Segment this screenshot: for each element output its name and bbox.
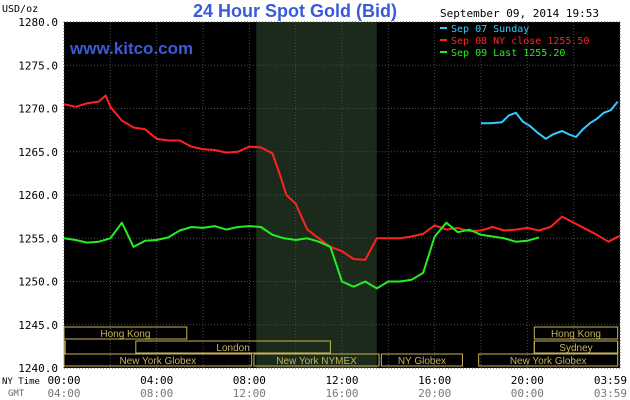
session-label: Hong Kong (551, 329, 601, 340)
y-tick-label: 1250.0 (18, 276, 58, 289)
session-label: New York NYMEX (276, 356, 357, 367)
x-tick-label-ny: 08:00 (233, 374, 266, 387)
y-tick-label: 1265.0 (18, 146, 58, 159)
session-label: Hong Kong (100, 329, 150, 340)
legend-entry: Sep 08 NY close 1255.50 (451, 36, 589, 47)
session-bar (533, 340, 619, 354)
x-axis: 00:0004:0004:0008:0008:0012:0012:0016:00… (47, 374, 627, 400)
price-series (63, 94, 621, 290)
session-label: Sydney (559, 343, 592, 354)
session-bar (380, 353, 463, 367)
y-tick-label: 1260.0 (18, 189, 58, 202)
x-tick-label-ny: 00:00 (47, 374, 80, 387)
chart-title: 24 Hour Spot Gold (Bid) (193, 1, 397, 21)
y-tick-label: 1275.0 (18, 59, 58, 72)
legend-entry: Sep 09 Last 1255.20 (451, 48, 565, 59)
session-label: London (216, 343, 249, 354)
session-label: NY Globex (398, 356, 446, 367)
session-bar (533, 326, 619, 340)
series-line (481, 100, 619, 140)
market-sessions: Hong Kong Hong Kong London Sydney New York G… (63, 326, 619, 367)
timestamp: September 09, 2014 19:53 (440, 7, 599, 20)
x-tick-label-ny: 20:00 (511, 374, 544, 387)
x-tick-label-gmt: 03:59 (594, 387, 627, 400)
x-tick-label-ny: 03:59 (594, 374, 627, 387)
legend-entry: Sep 07 Sunday (451, 24, 529, 35)
y-axis: 1280.0 1275.0 1270.0 1265.0 1260.0 1255.0 1250… (18, 16, 58, 375)
x-tick-label-ny: 04:00 (140, 374, 173, 387)
x-tick-label-gmt: 20:00 (418, 387, 451, 400)
y-tick-label: 1270.0 (18, 103, 58, 116)
session-bar (63, 353, 253, 367)
y-axis-unit-label: USD/oz (2, 4, 38, 15)
y-tick-label: 1245.0 (18, 319, 58, 332)
x-tick-label-gmt: 04:00 (47, 387, 80, 400)
session-bar (135, 340, 331, 354)
session-bar (253, 353, 380, 367)
session-bar (478, 353, 619, 367)
x-tick-label-ny: 16:00 (418, 374, 451, 387)
x-tick-label-gmt: 08:00 (140, 387, 173, 400)
y-tick-label: 1280.0 (18, 16, 58, 29)
x-tick-label-gmt: 00:00 (511, 387, 544, 400)
x-row1-label: NY Time (2, 377, 40, 387)
y-tick-label: 1255.0 (18, 232, 58, 245)
source-watermark: www.kitco.com (69, 39, 193, 58)
x-tick-label-ny: 12:00 (325, 374, 358, 387)
x-row2-label: GMT (8, 389, 25, 399)
y-tick-label: 1240.0 (18, 362, 58, 375)
session-bar (63, 326, 188, 340)
grid-lines (63, 21, 621, 369)
session-label: New York Globex (119, 356, 196, 367)
x-tick-label-gmt: 12:00 (233, 387, 266, 400)
session-bar (63, 340, 66, 354)
x-tick-label-gmt: 16:00 (325, 387, 358, 400)
session-label: New York Globex (510, 356, 587, 367)
series-line (63, 221, 540, 290)
